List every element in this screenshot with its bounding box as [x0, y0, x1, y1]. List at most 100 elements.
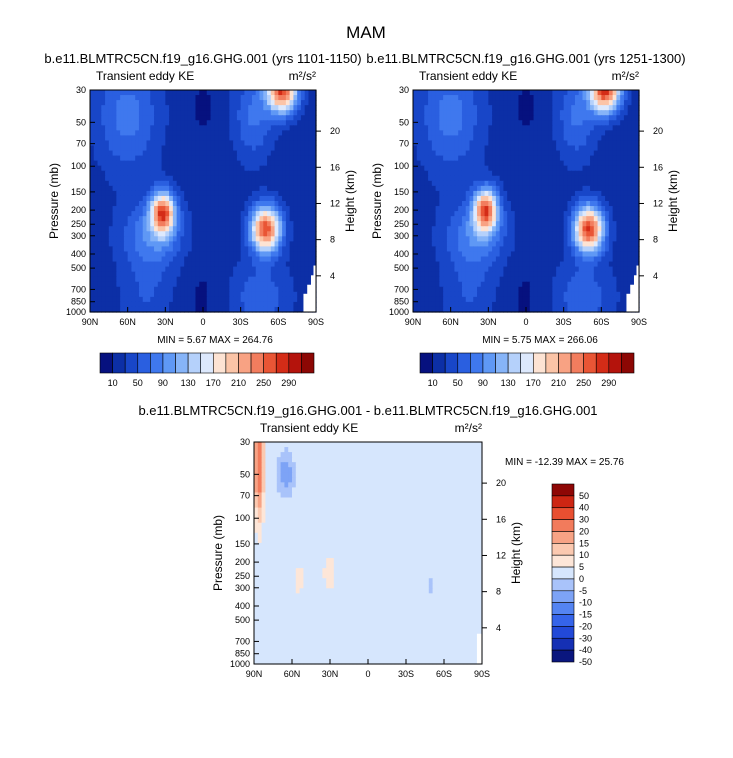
contour-cell	[304, 206, 310, 212]
contour-cell	[112, 306, 117, 313]
contour-cell	[225, 241, 230, 248]
contour-cell	[510, 145, 516, 152]
contour-cell	[236, 266, 242, 273]
contour-cell	[138, 95, 144, 101]
contour-cell	[443, 130, 448, 137]
contour-cell	[522, 100, 527, 106]
contour-cell	[172, 120, 178, 126]
contour-cell	[259, 231, 264, 237]
contour-cell	[199, 226, 204, 232]
contour-cell	[461, 256, 467, 263]
contour-cell	[187, 140, 193, 147]
contour-cell	[214, 246, 219, 253]
contour-cell	[225, 150, 230, 157]
contour-cell	[559, 246, 565, 253]
contour-cell	[263, 271, 268, 278]
contour-cell	[251, 95, 257, 101]
contour-cell	[439, 195, 444, 202]
contour-cell	[120, 110, 125, 116]
contour-cell	[127, 145, 133, 152]
contour-cell	[123, 115, 129, 121]
contour-cell	[255, 130, 261, 137]
contour-cell	[157, 281, 163, 288]
contour-cell	[123, 241, 129, 248]
contour-cell	[593, 241, 599, 248]
contour-cell	[586, 145, 591, 152]
contour-cell	[499, 170, 504, 177]
contour-cell	[461, 100, 467, 106]
contour-cell	[105, 291, 110, 298]
contour-cell	[416, 90, 422, 96]
contour-cell	[473, 221, 478, 227]
contour-cell	[605, 216, 610, 222]
contour-cell	[559, 261, 565, 268]
contour-cell	[503, 95, 508, 101]
contour-cell	[127, 236, 133, 242]
contour-cell	[203, 130, 208, 137]
contour-cell	[446, 165, 452, 172]
contour-cell	[218, 150, 223, 157]
contour-cell	[90, 306, 95, 313]
contour-cell	[477, 206, 482, 212]
contour-cell	[544, 180, 550, 187]
contour-cell	[586, 221, 591, 227]
contour-cell	[93, 266, 99, 273]
contour-cell	[458, 236, 463, 242]
contour-cell	[518, 165, 523, 172]
contour-cell	[203, 155, 208, 162]
contour-cell	[477, 226, 482, 232]
contour-cell	[195, 100, 200, 106]
contour-cell	[620, 105, 625, 111]
contour-cell	[574, 130, 580, 137]
contour-cell	[529, 180, 535, 187]
contour-cell	[206, 216, 212, 222]
contour-cell	[233, 120, 238, 126]
contour-cell	[161, 125, 166, 131]
contour-cell	[251, 206, 257, 212]
contour-cell	[605, 170, 610, 177]
contour-cell	[90, 246, 95, 253]
contour-cell	[135, 195, 140, 202]
contour-cell	[507, 261, 512, 268]
contour-cell	[278, 110, 283, 116]
contour-cell	[631, 266, 636, 273]
contour-cell	[131, 160, 136, 167]
contour-cell	[499, 130, 504, 137]
contour-cell	[293, 125, 298, 131]
contour-cell	[221, 226, 227, 232]
contour-cell	[522, 145, 527, 152]
contour-cell	[601, 170, 606, 177]
contour-cell	[150, 155, 155, 162]
contour-cell	[424, 145, 429, 152]
contour-cell	[135, 206, 140, 212]
contour-cell	[161, 115, 166, 121]
contour-cell	[503, 170, 508, 177]
contour-cell	[480, 231, 486, 237]
contour-cell	[195, 160, 200, 167]
contour-cell	[169, 286, 174, 293]
contour-cell	[93, 281, 99, 288]
contour-cell	[424, 226, 429, 232]
contour-cell	[251, 120, 257, 126]
contour-cell	[526, 115, 531, 121]
contour-cell	[108, 160, 114, 167]
contour-cell	[90, 231, 95, 237]
contour-cell	[563, 226, 569, 232]
contour-cell	[214, 221, 219, 227]
contour-cell	[510, 190, 516, 197]
contour-cell	[248, 256, 253, 263]
contour-cell	[161, 130, 166, 137]
contour-cell	[289, 231, 294, 237]
contour-cell	[586, 160, 591, 167]
contour-cell	[541, 155, 546, 162]
contour-cell	[251, 170, 257, 177]
contour-cell	[112, 216, 117, 222]
contour-cell	[567, 155, 572, 162]
contour-cell	[480, 135, 486, 142]
contour-cell	[522, 236, 527, 242]
contour-cell	[169, 296, 174, 303]
contour-cell	[518, 120, 523, 126]
contour-cell	[259, 206, 264, 212]
contour-cell	[116, 256, 121, 263]
contour-cell	[195, 115, 200, 121]
